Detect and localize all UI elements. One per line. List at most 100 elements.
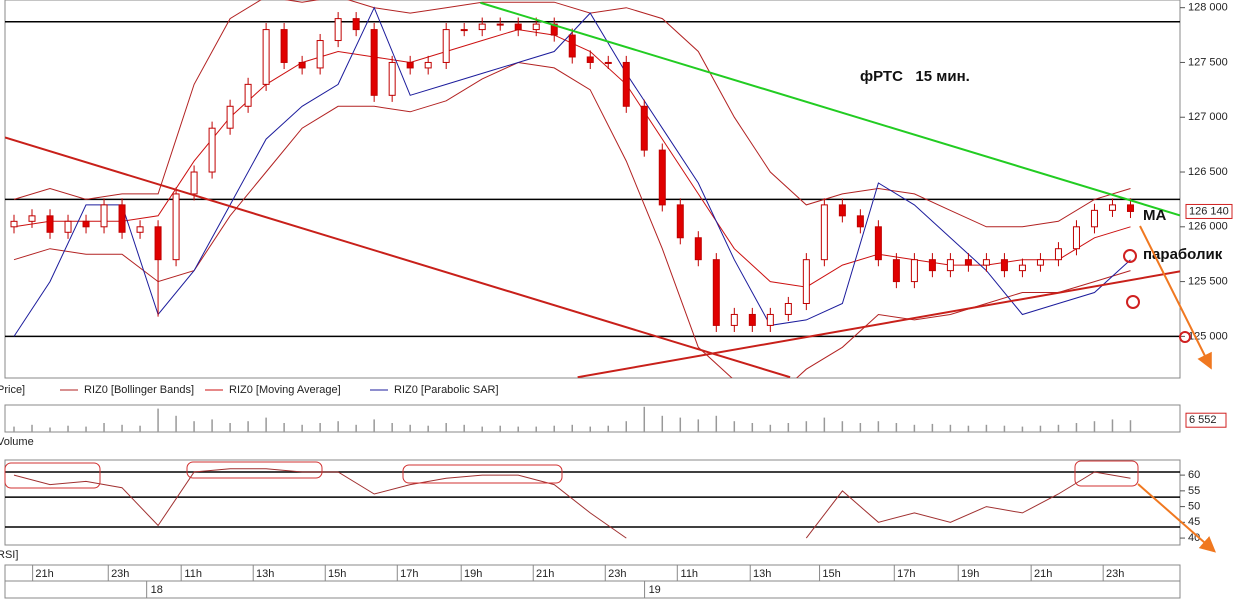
- x-tick-label: 23h: [608, 568, 626, 580]
- trend-line: [5, 136, 791, 378]
- candle-body: [982, 259, 990, 266]
- y-tick-label: 125 000: [1188, 330, 1228, 342]
- candle-body: [298, 61, 306, 69]
- candle-body: [136, 226, 144, 233]
- candle-body: [766, 313, 774, 326]
- y-tick-label: 50: [1188, 500, 1200, 512]
- candle-body: [352, 18, 360, 31]
- y-tick-label: 128 000: [1188, 2, 1228, 14]
- highlight-box: [186, 461, 323, 479]
- candle-body: [64, 220, 72, 233]
- candle-body: [910, 259, 918, 283]
- candle-body: [316, 40, 324, 69]
- candle-body: [640, 105, 648, 151]
- y-tick-label: 60: [1188, 469, 1200, 481]
- candle-body: [676, 204, 684, 239]
- highlight-box: [402, 464, 563, 484]
- candle-body: [496, 23, 504, 26]
- candle-body: [838, 204, 846, 217]
- y-tick-label: 127 000: [1188, 111, 1228, 123]
- candle-body: [532, 23, 540, 31]
- candle-body: [28, 215, 36, 222]
- marker-circle: [1123, 249, 1137, 263]
- legend-entry: Price]: [0, 384, 25, 396]
- candle-body: [784, 302, 792, 315]
- x-tick-label: 15h: [822, 568, 840, 580]
- candle-body: [154, 226, 162, 261]
- candle-body: [46, 215, 54, 233]
- date-label: 19: [649, 584, 661, 596]
- x-tick-label: 21h: [536, 568, 554, 580]
- x-tick-label: 13h: [256, 568, 274, 580]
- indicator-line: [13, 0, 1131, 228]
- candle-body: [730, 313, 738, 326]
- candle-body: [604, 61, 612, 64]
- candle-body: [388, 61, 396, 96]
- x-tick-label: 11h: [184, 568, 202, 580]
- y-tick-label: 126 500: [1188, 166, 1228, 178]
- arrow: [1137, 483, 1217, 553]
- y-tick-label: 127 500: [1188, 56, 1228, 68]
- x-tick-label: 11h: [681, 568, 699, 580]
- candle-body: [1126, 204, 1134, 212]
- candle-body: [1090, 209, 1098, 228]
- candle-body: [928, 259, 936, 272]
- candle-body: [892, 259, 900, 283]
- legend-entry: RIZ0 [Bollinger Bands]: [84, 384, 194, 396]
- candle-body: [1036, 259, 1044, 266]
- rsi-frame: [4, 459, 1181, 546]
- x-tick-label: 23h: [111, 568, 129, 580]
- candle-body: [820, 204, 828, 261]
- panel-label: RSI]: [0, 549, 18, 561]
- candle-body: [262, 29, 270, 85]
- legend-entry: RIZ0 [Parabolic SAR]: [394, 384, 499, 396]
- candle-body: [280, 29, 288, 63]
- candle-body: [370, 29, 378, 96]
- x-tick-label: 23h: [1106, 568, 1124, 580]
- x-tick-label: 21h: [35, 568, 53, 580]
- candle-body: [208, 127, 216, 173]
- candle-body: [874, 226, 882, 261]
- candle-body: [586, 56, 594, 63]
- candle-body: [100, 204, 108, 228]
- candle-body: [118, 204, 126, 233]
- chart-title: фРТС 15 мин.: [860, 68, 970, 85]
- candle-body: [856, 215, 864, 228]
- candle-body: [460, 29, 468, 32]
- candle-body: [658, 149, 666, 206]
- volume-plot: [13, 406, 1132, 432]
- last-value-label: 6 552: [1189, 414, 1217, 426]
- x-tick-label: 21h: [1034, 568, 1052, 580]
- x-tick-label: 17h: [400, 568, 418, 580]
- rsi-line: [13, 468, 1131, 539]
- candle-body: [244, 83, 252, 107]
- candle-body: [802, 259, 810, 304]
- annotation: параболик: [1143, 246, 1223, 263]
- candle-body: [568, 34, 576, 58]
- last-price-box: [1185, 203, 1233, 219]
- candle-body: [478, 23, 486, 31]
- last-value-box: [1185, 412, 1227, 428]
- x-tick-label: 19h: [464, 568, 482, 580]
- price-frame: [4, 0, 1181, 379]
- candle-body: [946, 259, 954, 272]
- y-tick-label: 125 500: [1188, 275, 1228, 287]
- x-tick-label: 15h: [328, 568, 346, 580]
- candle-body: [622, 61, 630, 107]
- marker-circle: [1179, 331, 1191, 343]
- x-tick-label: 19h: [961, 568, 979, 580]
- candle-body: [82, 220, 90, 228]
- candle-body: [334, 18, 342, 42]
- candle-body: [550, 23, 558, 36]
- candle-body: [442, 29, 450, 63]
- candle-body: [1072, 226, 1080, 250]
- x-tick-label: 13h: [753, 568, 771, 580]
- candle-body: [190, 171, 198, 195]
- candle-body: [514, 23, 522, 31]
- date-label: 18: [151, 584, 163, 596]
- price-plot: [5, 0, 1180, 378]
- y-tick-label: 45: [1188, 516, 1200, 528]
